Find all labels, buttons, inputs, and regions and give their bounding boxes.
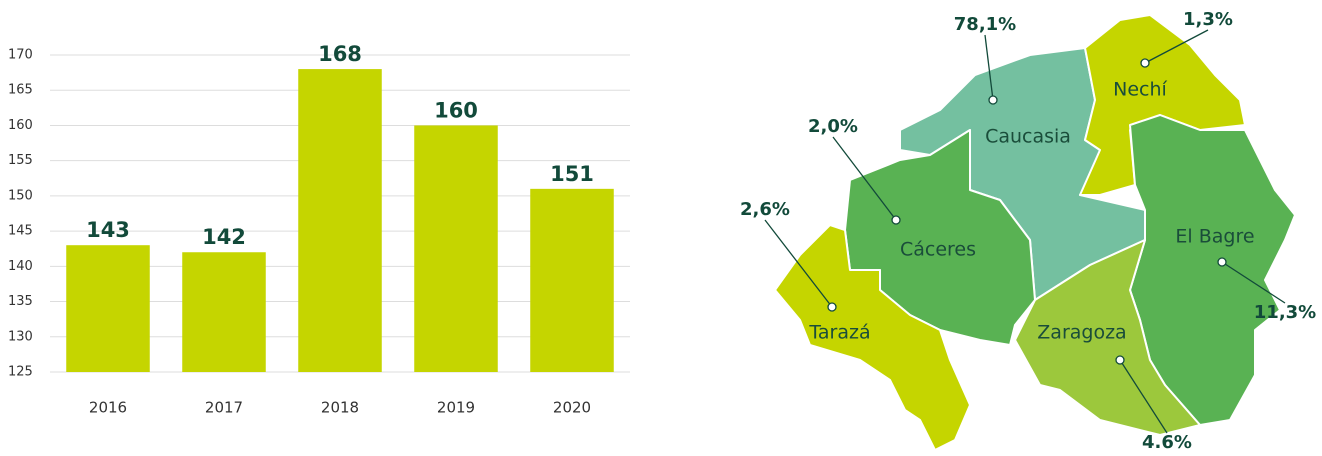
data-label: 168 [318,42,362,66]
y-tick-label: 130 [8,329,33,344]
data-label: 160 [434,98,478,122]
bar [530,188,614,372]
data-label: 142 [202,225,246,249]
region-name: Nechí [1113,79,1167,101]
leader-dot [1217,257,1227,267]
y-tick-label: 165 [8,83,33,98]
region-name: El Bagre [1175,226,1254,248]
x-tick-label: 2016 [89,399,127,417]
leader-line [832,136,897,221]
y-tick-label: 155 [8,153,33,168]
leader-line [1119,359,1168,434]
bar [182,252,266,372]
region [774,224,971,451]
y-tick-label: 150 [8,188,33,203]
bar [414,125,498,372]
x-tick-label: 2020 [553,399,591,417]
x-tick-label: 2019 [437,399,475,417]
x-tick-label: 2018 [321,399,359,417]
data-label: 151 [550,162,594,186]
leader-dot [891,215,901,225]
leader-dot [988,95,998,105]
y-tick-label: 160 [8,118,33,133]
region-share: 1,3% [1183,9,1233,30]
leader-dot [1140,58,1150,68]
region-name: Cáceres [900,239,976,261]
bar [298,69,382,372]
leader-line [1221,261,1286,304]
y-tick-label: 145 [8,224,33,239]
region-share: 78,1% [954,14,1016,35]
y-tick-label: 125 [8,365,33,380]
leader-line [1144,29,1209,64]
region-share: 2,6% [740,199,790,220]
leader-dot [827,302,837,312]
region-share: 11,3% [1254,302,1316,323]
bar [66,245,150,372]
leader-dot [1115,355,1125,365]
region-share: 4.6% [1142,432,1192,453]
data-label: 143 [86,218,130,242]
region-name: Zaragoza [1037,322,1126,344]
region-name: Tarazá [808,322,870,344]
region-share: 2,0% [808,116,858,137]
y-tick-label: 170 [8,48,33,63]
leader-line [764,219,833,308]
region [1014,239,1201,436]
y-tick-label: 135 [8,294,33,309]
region-name: Caucasia [985,126,1071,148]
leader-line [984,34,994,101]
x-tick-label: 2017 [205,399,243,417]
y-tick-label: 140 [8,259,33,274]
